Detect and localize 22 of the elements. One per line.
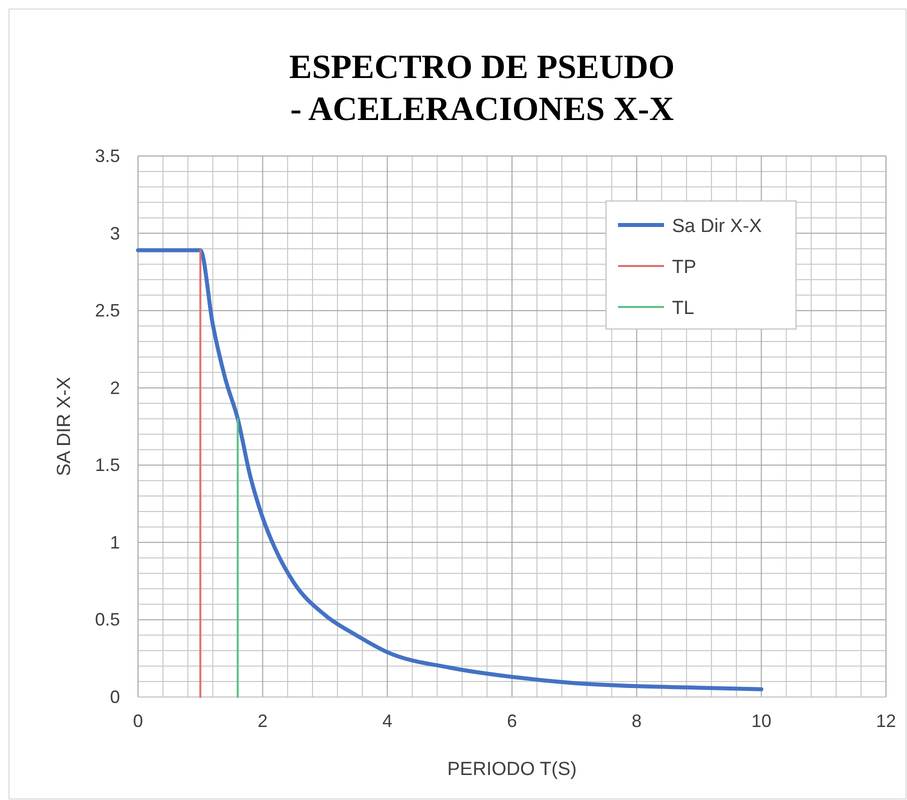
legend-label: Sa Dir X-X xyxy=(672,216,762,237)
x-tick-label: 12 xyxy=(876,711,896,731)
y-tick-label: 0.5 xyxy=(94,610,120,630)
y-tick-label: 2.5 xyxy=(94,300,120,321)
legend-label: TP xyxy=(672,257,696,278)
y-tick-label: 1 xyxy=(110,532,120,552)
x-tick-label: 8 xyxy=(632,711,642,731)
y-tick-label: 0 xyxy=(110,687,120,707)
x-tick-label: 10 xyxy=(751,711,772,731)
y-tick-label: 1.5 xyxy=(94,455,120,476)
x-tick-label: 2 xyxy=(258,711,268,731)
y-tick-label: 2 xyxy=(110,378,120,398)
y-axis-title: SA DIR X-X xyxy=(54,376,75,476)
y-tick-label: 3.5 xyxy=(94,146,120,166)
line-series xyxy=(136,248,764,692)
x-tick-label: 0 xyxy=(132,711,144,731)
x-tick-label: 6 xyxy=(506,711,518,731)
x-axis-title: PERIODO T(S) xyxy=(447,759,577,780)
y-tick-label: 3 xyxy=(110,223,120,244)
x-tick-label: 4 xyxy=(382,711,392,731)
chart-title: ESPECTRO DE PSEUDO - ACELERACIONES X-X xyxy=(289,49,675,128)
legend-label: TL xyxy=(672,298,694,319)
